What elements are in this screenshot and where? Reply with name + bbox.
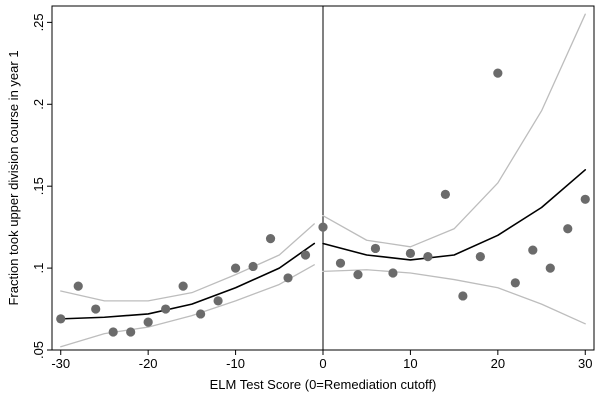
ci-upper-band-right xyxy=(322,13,586,248)
x-tick-label: -30 xyxy=(51,356,70,371)
x-tick-label: -10 xyxy=(226,356,245,371)
ci-lower-band-right xyxy=(322,269,586,325)
data-point xyxy=(353,270,363,280)
axes: -30 -20 -10 0 10 20 30 .05 .1 .15 .2 .25 xyxy=(31,5,595,371)
data-point xyxy=(510,278,520,288)
data-point xyxy=(318,222,328,232)
y-tick-label: .25 xyxy=(31,13,46,31)
fit-line-left xyxy=(59,242,316,320)
data-point xyxy=(108,327,118,337)
data-point xyxy=(580,194,590,204)
y-tick-label: .2 xyxy=(31,99,46,110)
fit-line-right xyxy=(322,169,587,261)
data-point xyxy=(388,268,398,278)
data-point xyxy=(300,250,311,260)
data-point xyxy=(230,263,241,273)
x-tick-label: 30 xyxy=(578,356,592,371)
plot-area xyxy=(56,6,590,350)
data-point xyxy=(196,309,206,319)
data-point xyxy=(213,296,223,306)
data-point xyxy=(161,304,171,314)
data-point xyxy=(91,304,101,314)
data-point xyxy=(493,68,503,78)
x-tick-label: 0 xyxy=(319,356,326,371)
data-point xyxy=(73,281,83,291)
data-point xyxy=(178,281,188,291)
y-tick-label: .15 xyxy=(31,177,46,195)
data-point xyxy=(423,252,433,262)
ci-upper-band-left xyxy=(60,223,315,302)
x-tick-label: 20 xyxy=(491,356,505,371)
data-point xyxy=(563,224,573,234)
data-point xyxy=(265,234,276,244)
data-point xyxy=(528,245,538,255)
data-point xyxy=(56,314,66,324)
data-point xyxy=(545,263,555,273)
data-point xyxy=(370,243,381,254)
data-point xyxy=(440,189,450,199)
y-tick-label: .1 xyxy=(31,263,46,274)
data-point xyxy=(335,258,346,268)
data-point xyxy=(458,291,468,301)
data-point xyxy=(126,327,136,337)
ci-lower-band-left xyxy=(60,264,315,348)
data-point xyxy=(143,317,153,327)
x-axis-title: ELM Test Score (0=Remediation cutoff) xyxy=(210,377,437,392)
data-point xyxy=(283,273,293,283)
data-point xyxy=(248,261,258,272)
x-tick-label: -20 xyxy=(139,356,158,371)
y-axis-title: Fraction took upper division course in y… xyxy=(6,50,21,305)
data-point xyxy=(405,248,416,258)
x-tick-label: 10 xyxy=(403,356,417,371)
data-point xyxy=(475,252,485,262)
y-tick-label: .05 xyxy=(31,341,46,359)
